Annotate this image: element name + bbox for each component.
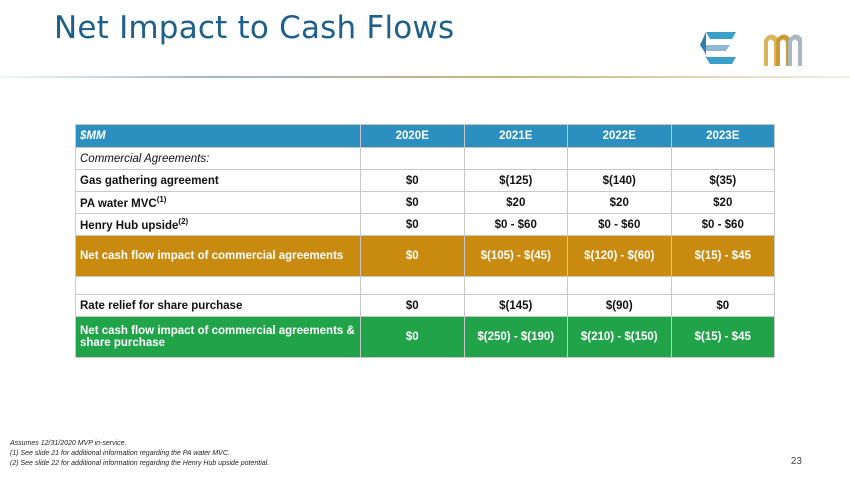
footnotes: Assumes 12/31/2020 MVP in-service. (1) S…	[10, 439, 269, 469]
row-label: Henry Hub upside(2)	[75, 213, 361, 236]
footnote: (2) See slide 22 for additional informat…	[10, 460, 270, 467]
column-header: 2023E	[670, 124, 775, 148]
footnote: (1) See slide 21 for additional informat…	[10, 450, 230, 457]
cell-value: $(35)	[670, 169, 775, 192]
column-header: 2021E	[463, 124, 568, 148]
row-label: Rate relief for share purchase	[75, 294, 361, 317]
cell-value: $0	[360, 235, 465, 277]
section-label: Commercial Agreements:	[75, 147, 361, 170]
cell-value: $20	[567, 191, 672, 214]
cell-value: $(15) - $45	[670, 316, 775, 358]
cash-flow-table: $MM 2020E 2021E 2022E 2023E Commercial A…	[75, 124, 775, 358]
row-label: Net cash flow impact of commercial agree…	[75, 235, 361, 277]
column-header: 2022E	[567, 124, 672, 148]
row-label: Gas gathering agreement	[75, 169, 361, 192]
cell-value: $(90)	[567, 294, 672, 317]
cell-value: $0	[360, 213, 465, 236]
title-divider	[0, 76, 850, 78]
cell-value: $(140)	[567, 169, 672, 192]
row-label: Net cash flow impact of commercial agree…	[75, 316, 361, 358]
cell-value: $(125)	[463, 169, 568, 192]
column-header: 2020E	[360, 124, 465, 148]
cell-value: $(250) - $(190)	[463, 316, 568, 358]
equitrans-logo-icon	[700, 32, 736, 64]
footnote: Assumes 12/31/2020 MVP in-service.	[10, 440, 127, 447]
cell-value: $0	[360, 169, 465, 192]
mountain-valley-logo-icon	[764, 34, 802, 66]
page-title: Net Impact to Cash Flows	[54, 10, 455, 46]
cell-value: $0	[360, 191, 465, 214]
row-label: PA water MVC(1)	[75, 191, 361, 214]
cell-value: $(15) - $45	[670, 235, 775, 277]
subtotal-row: Net cash flow impact of commercial agree…	[75, 235, 775, 277]
cell-value: $(105) - $(45)	[463, 235, 568, 277]
cell-value: $0 - $60	[670, 213, 775, 236]
table-row: Henry Hub upside(2) $0 $0 - $60 $0 - $60…	[75, 213, 775, 236]
cell-value: $0	[360, 294, 465, 317]
footnote-ref: (2)	[178, 217, 189, 227]
cell-value: $(120) - $(60)	[567, 235, 672, 277]
footnote-ref: (1)	[156, 195, 167, 205]
page-number: 23	[790, 456, 802, 467]
cell-value: $0	[670, 294, 775, 317]
table-row: Gas gathering agreement $0 $(125) $(140)…	[75, 169, 775, 192]
cell-value: $0	[360, 316, 465, 358]
cell-value: $0 - $60	[463, 213, 568, 236]
unit-label: $MM	[75, 124, 361, 148]
cell-value: $0 - $60	[567, 213, 672, 236]
table-row: PA water MVC(1) $0 $20 $20 $20	[75, 191, 775, 214]
cell-value: $20	[463, 191, 568, 214]
section-row: Commercial Agreements:	[75, 147, 775, 170]
table-row: Rate relief for share purchase $0 $(145)…	[75, 294, 775, 317]
table-header-row: $MM 2020E 2021E 2022E 2023E	[75, 124, 775, 148]
cell-value: $(145)	[463, 294, 568, 317]
cell-value: $20	[670, 191, 775, 214]
spacer-row	[75, 276, 775, 295]
cell-value: $(210) - $(150)	[567, 316, 672, 358]
total-row: Net cash flow impact of commercial agree…	[75, 316, 775, 358]
